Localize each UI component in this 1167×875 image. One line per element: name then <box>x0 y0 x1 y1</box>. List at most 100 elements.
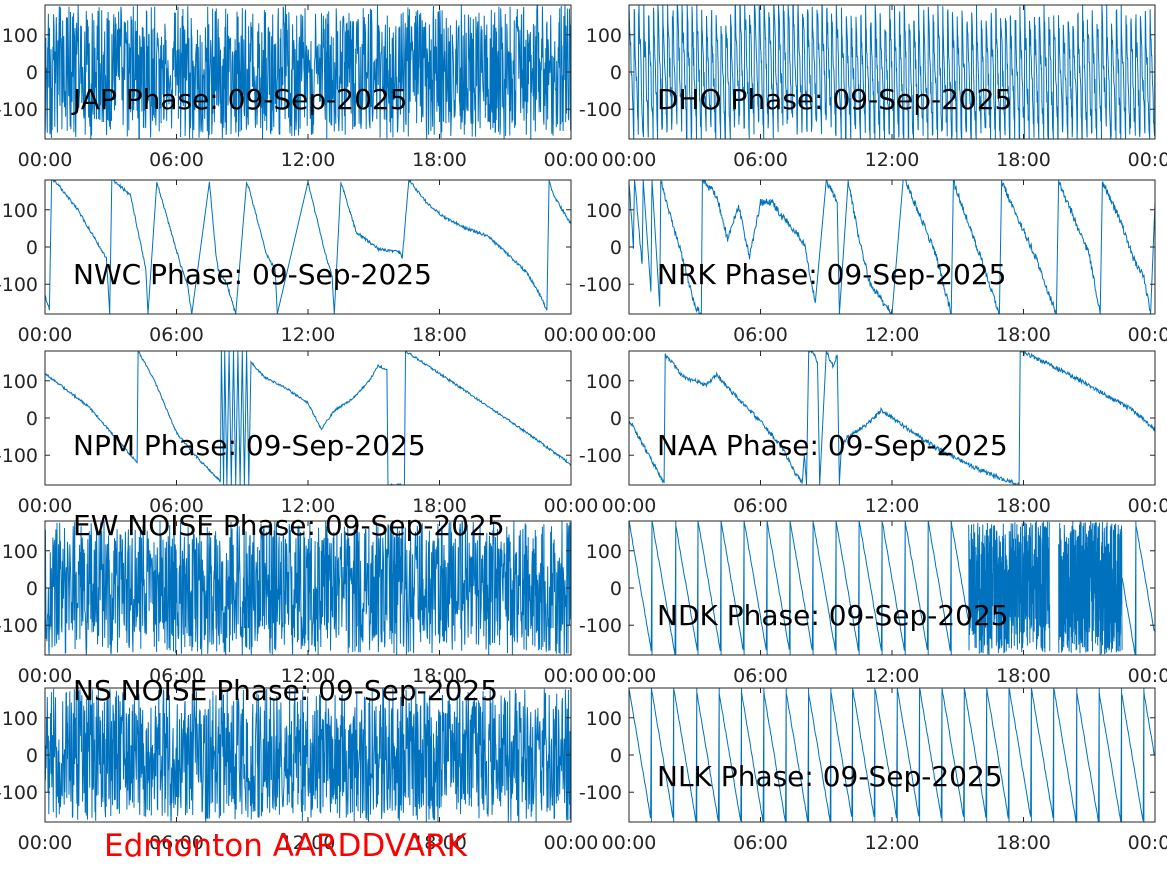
y-tick-label: 0 <box>26 237 38 259</box>
x-tick-label: 00:00 <box>1128 149 1167 171</box>
y-tick-label: 100 <box>2 708 38 730</box>
subplot-title: EW NOISE Phase: 09-Sep-2025 <box>73 509 505 542</box>
x-tick-label: 12:00 <box>281 149 336 171</box>
y-tick-label: 100 <box>2 25 38 47</box>
y-tick-label: 100 <box>586 371 622 393</box>
x-tick-label: 06:00 <box>733 495 788 517</box>
x-tick-label: 06:00 <box>733 832 788 854</box>
x-tick-label: 06:00 <box>733 324 788 346</box>
x-tick-label: 18:00 <box>412 495 467 517</box>
y-tick-label: 0 <box>610 408 622 430</box>
phase-subplot: 100 0 -100 00:00 06:00 12:00 18:00 00:00 NPM Pha… <box>0 350 599 517</box>
x-tick-label: 12:00 <box>865 149 920 171</box>
x-tick-label: 18:00 <box>412 665 467 687</box>
subplot-title: NLK Phase: 09-Sep-2025 <box>657 760 1003 793</box>
x-tick-label: 06:00 <box>733 665 788 687</box>
phase-subplot: 100 0 -100 00:00 06:00 12:00 18:00 00:00 DHO Pha… <box>579 4 1167 171</box>
phase-subplot: 100 0 -100 00:00 06:00 12:00 18:00 00:00 EW NOIS… <box>0 509 598 687</box>
y-tick-label: 0 <box>26 62 38 84</box>
y-tick-label: 0 <box>610 745 622 767</box>
y-tick-label: 100 <box>2 200 38 222</box>
y-tick-label: -100 <box>579 99 622 121</box>
subplot-title: NDK Phase: 09-Sep-2025 <box>657 599 1009 632</box>
x-tick-label: 12:00 <box>865 324 920 346</box>
subplot-title: JAP Phase: 09-Sep-2025 <box>71 83 408 116</box>
x-tick-label: 12:00 <box>281 665 336 687</box>
x-tick-label: 18:00 <box>412 149 467 171</box>
y-tick-label: 100 <box>2 371 38 393</box>
x-tick-label: 06:00 <box>149 495 204 517</box>
y-tick-label: -100 <box>579 274 622 296</box>
phase-subplot: 100 0 -100 00:00 06:00 12:00 18:00 00:00 NRK Pha… <box>579 179 1167 346</box>
x-tick-label: 00:00 <box>18 832 73 854</box>
phase-subplot: 100 0 -100 00:00 06:00 12:00 18:00 00:00 NS NOIS… <box>0 674 598 854</box>
x-tick-label: 18:00 <box>996 149 1051 171</box>
x-tick-label: 18:00 <box>996 495 1051 517</box>
y-tick-label: 0 <box>610 237 622 259</box>
x-tick-label: 12:00 <box>865 665 920 687</box>
subplot-title: NPM Phase: 09-Sep-2025 <box>73 429 426 462</box>
y-tick-label: 0 <box>610 62 622 84</box>
phase-subplot: 100 0 -100 00:00 06:00 12:00 18:00 00:00 NAA Pha… <box>579 350 1167 517</box>
y-tick-label: 0 <box>610 578 622 600</box>
phase-trace <box>629 688 1155 822</box>
y-tick-label: -100 <box>0 274 38 296</box>
subplot-title: DHO Phase: 09-Sep-2025 <box>657 83 1012 116</box>
y-tick-label: 100 <box>586 541 622 563</box>
phase-subplot: 100 0 -100 00:00 06:00 12:00 18:00 00:00 NLK Pha… <box>579 687 1167 854</box>
x-tick-label: 00:00 <box>1128 832 1167 854</box>
axes-box <box>628 350 1156 486</box>
phase-trace <box>629 351 1155 485</box>
x-tick-label: 18:00 <box>996 832 1051 854</box>
x-tick-label: 06:00 <box>733 149 788 171</box>
y-tick-label: -100 <box>0 615 38 637</box>
x-tick-label: 00:00 <box>602 149 657 171</box>
y-tick-label: 100 <box>586 200 622 222</box>
x-tick-label: 06:00 <box>149 324 204 346</box>
y-tick-label: -100 <box>0 445 38 467</box>
x-tick-label: 18:00 <box>996 665 1051 687</box>
x-tick-label: 00:00 <box>18 495 73 517</box>
x-tick-label: 12:00 <box>281 324 336 346</box>
x-tick-label: 06:00 <box>149 149 204 171</box>
phase-trace <box>629 180 1155 314</box>
phase-trace <box>629 521 969 655</box>
x-tick-label: 12:00 <box>865 832 920 854</box>
x-tick-label: 00:00 <box>602 832 657 854</box>
x-tick-label: 00:00 <box>602 324 657 346</box>
phase-trace <box>45 521 571 655</box>
phase-subplot: 100 0 -100 00:00 06:00 12:00 18:00 00:00 JAP Pha… <box>0 4 598 171</box>
phase-trace <box>629 5 1155 139</box>
x-tick-label: 00:00 <box>1128 665 1167 687</box>
station-label: Edmonton AARDDVARK <box>104 828 468 864</box>
phase-subplot: 100 0 -100 00:00 06:00 12:00 18:00 00:00 NWC Pha… <box>0 179 598 346</box>
axes-box <box>628 179 1156 315</box>
y-tick-label: -100 <box>0 99 38 121</box>
x-tick-label: 06:00 <box>149 832 204 854</box>
y-tick-label: 0 <box>26 408 38 430</box>
y-tick-label: 100 <box>2 541 38 563</box>
x-tick-label: 00:00 <box>602 495 657 517</box>
axes-box <box>44 350 572 486</box>
x-tick-label: 00:00 <box>18 665 73 687</box>
subplot-title: NWC Phase: 09-Sep-2025 <box>73 258 432 291</box>
x-tick-label: 00:00 <box>18 324 73 346</box>
x-tick-label: 00:00 <box>1128 324 1167 346</box>
x-tick-label: 18:00 <box>412 832 467 854</box>
y-tick-label: -100 <box>0 782 38 804</box>
phase-trace <box>45 351 571 485</box>
x-tick-label: 12:00 <box>281 832 336 854</box>
x-tick-label: 12:00 <box>281 495 336 517</box>
phase-trace <box>45 688 571 822</box>
subplot-title: NAA Phase: 09-Sep-2025 <box>657 429 1008 462</box>
axes-box <box>44 179 572 315</box>
y-tick-label: -100 <box>579 782 622 804</box>
phase-trace <box>45 5 571 139</box>
subplot-title: NS NOISE Phase: 09-Sep-2025 <box>73 674 498 707</box>
y-tick-label: -100 <box>579 615 622 637</box>
x-tick-label: 00:00 <box>544 832 599 854</box>
x-tick-label: 00:00 <box>544 495 599 517</box>
x-tick-label: 00:00 <box>544 665 599 687</box>
phase-trace <box>968 521 1123 655</box>
subplot-title: NRK Phase: 09-Sep-2025 <box>657 258 1006 291</box>
